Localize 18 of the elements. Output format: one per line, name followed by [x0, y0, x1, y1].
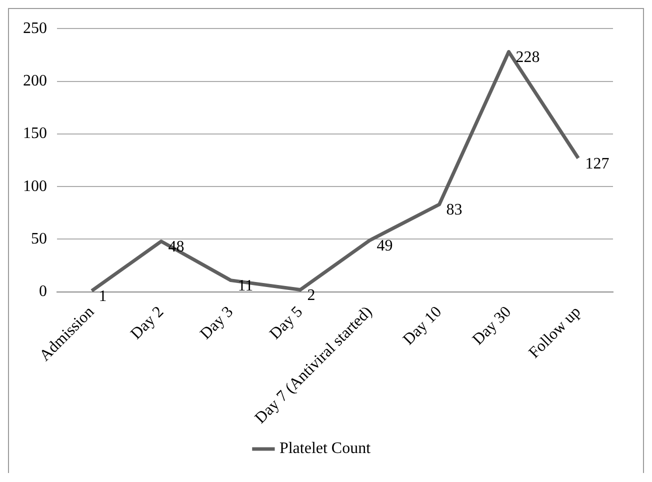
y-tick-label: 250 [23, 20, 47, 37]
data-label: 228 [516, 48, 540, 66]
x-tick-label: Day 10 [400, 303, 446, 348]
x-tick-label: Day 2 [128, 303, 168, 343]
x-tick-label: Day 5 [266, 303, 306, 343]
y-tick-label: 50 [31, 230, 47, 248]
y-tick-label: 0 [39, 283, 47, 300]
data-label: 83 [446, 202, 462, 219]
legend-label: Platelet Count [279, 440, 372, 458]
data-label: 2 [307, 286, 316, 304]
data-label: 1 [98, 288, 107, 306]
data-label: 127 [585, 155, 610, 172]
y-tick-label: 150 [23, 125, 47, 142]
y-tick-label: 100 [23, 178, 47, 195]
y-tick-label: 200 [23, 72, 47, 90]
x-tick-label: Day 30 [470, 303, 515, 348]
x-tick-label: Day 3 [197, 303, 237, 343]
data-label: 49 [376, 237, 393, 254]
